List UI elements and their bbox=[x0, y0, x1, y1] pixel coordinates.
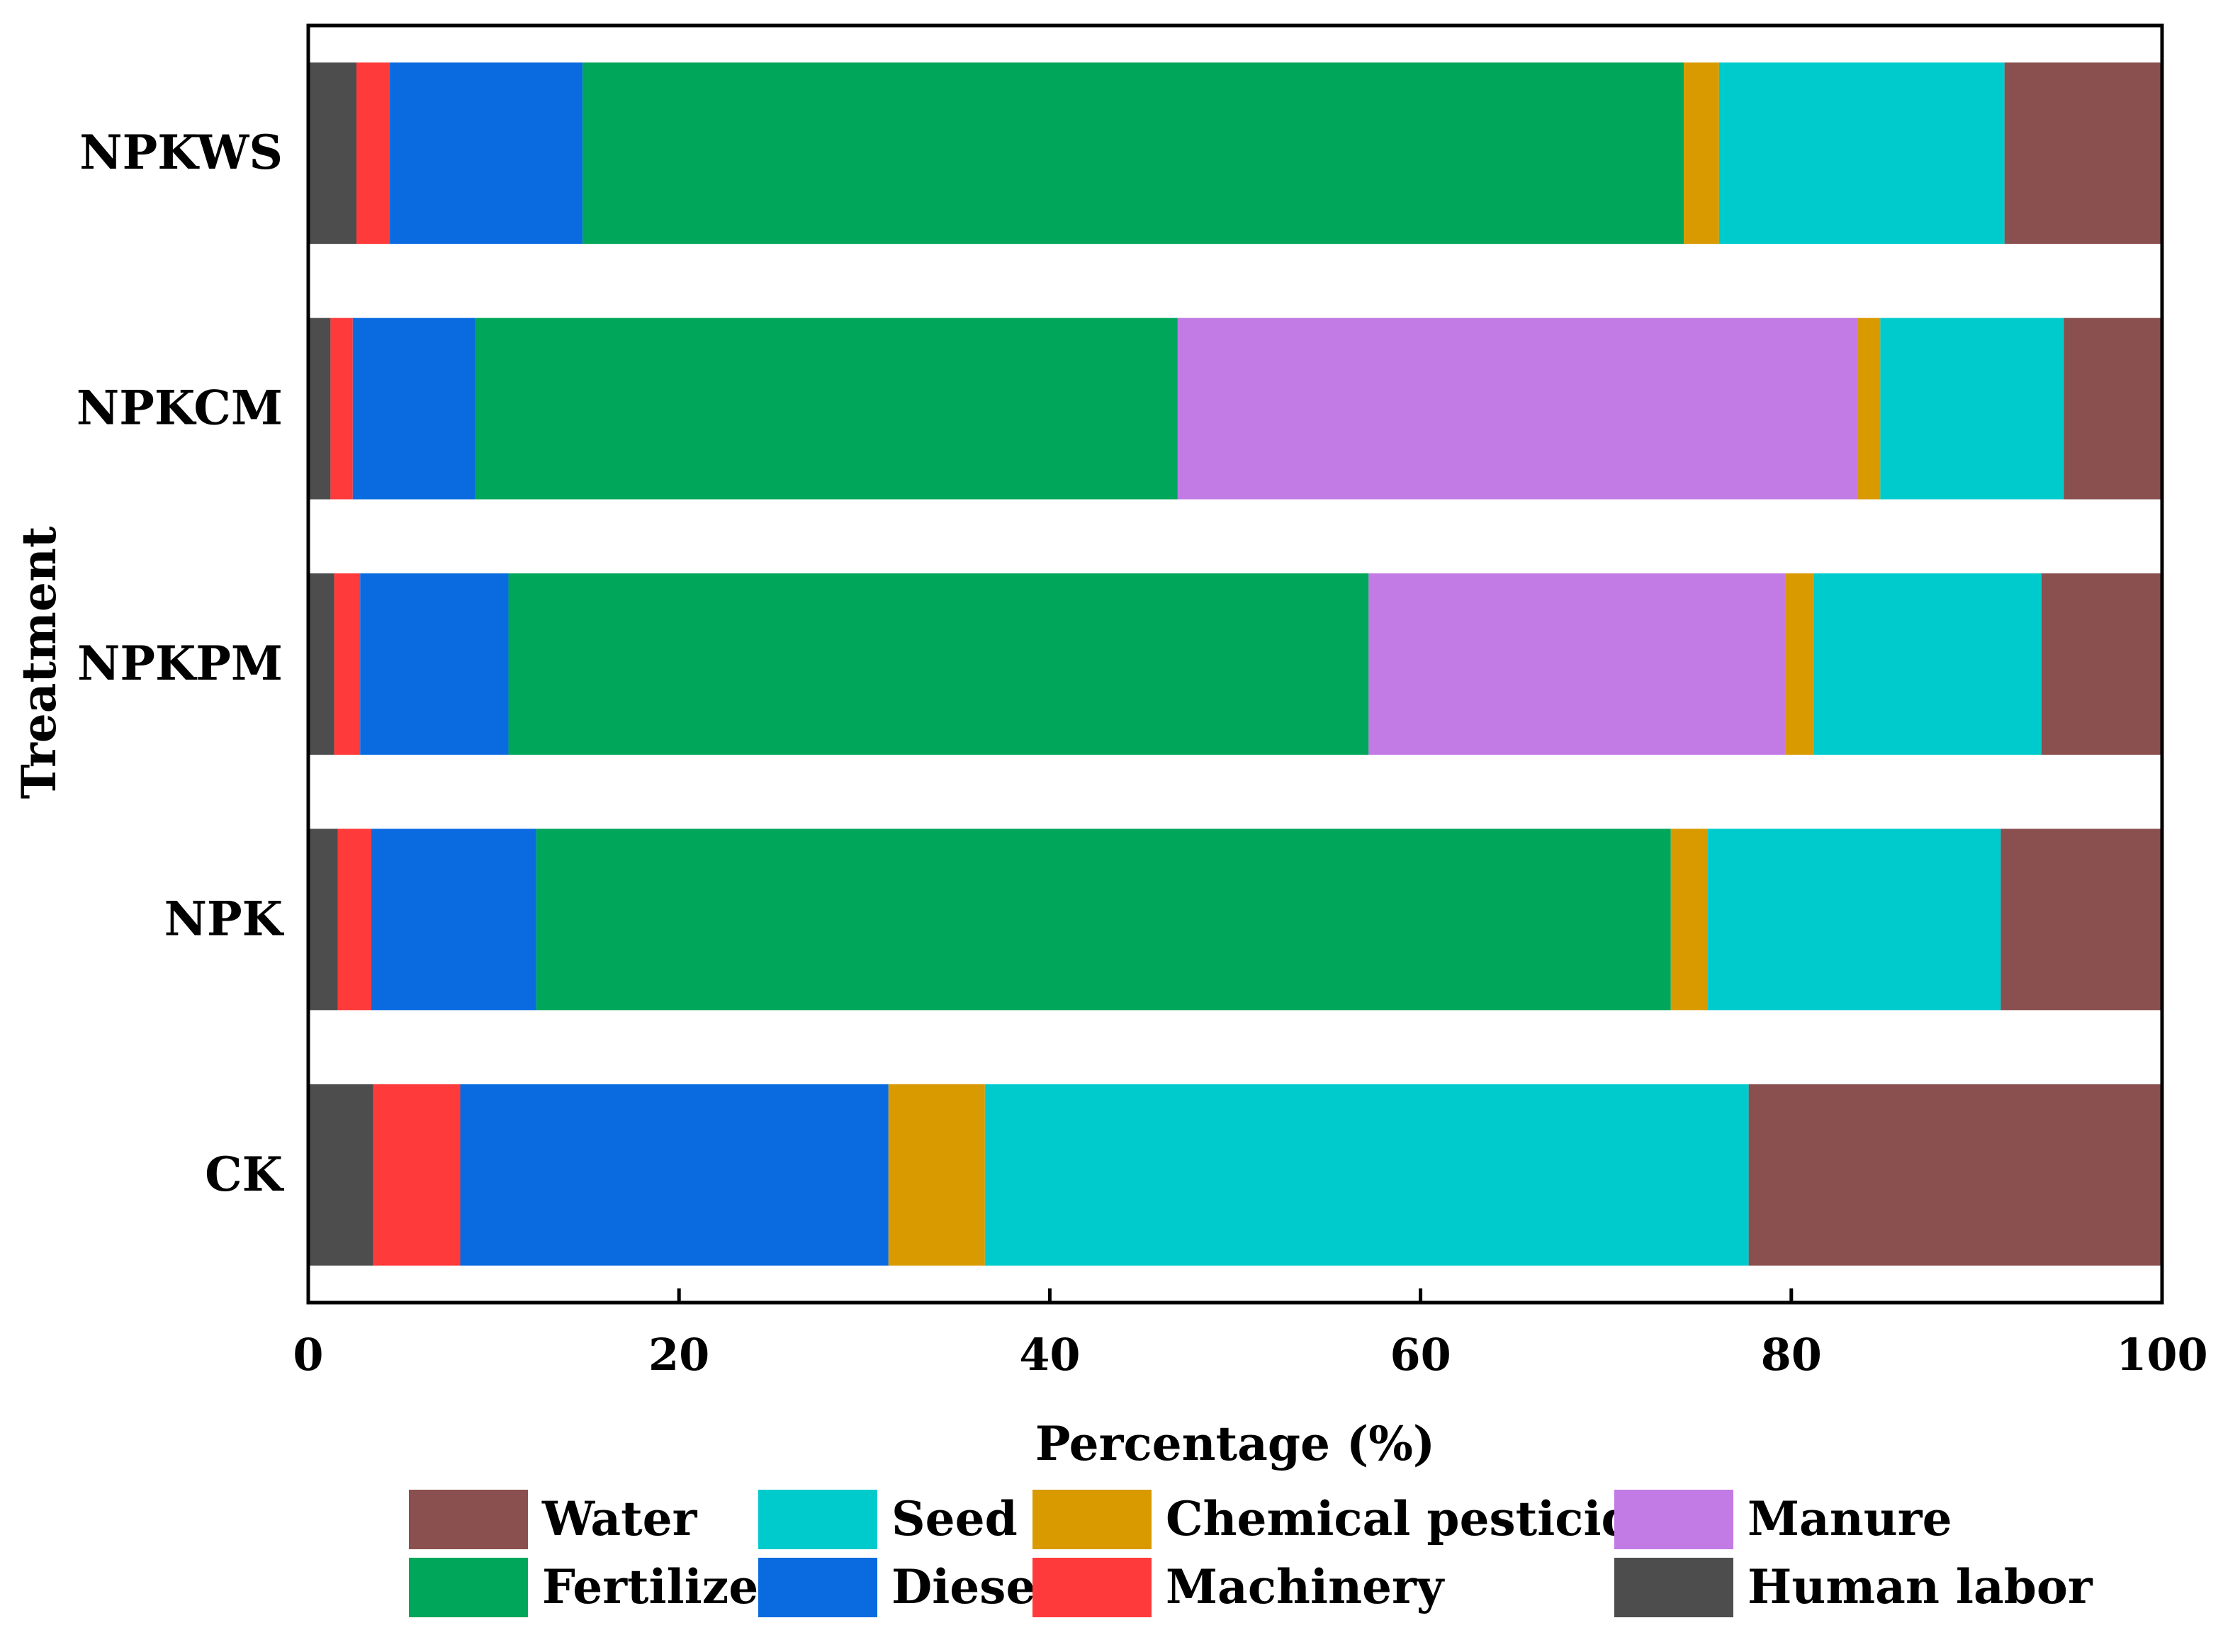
bar-ck-water bbox=[1748, 1084, 2162, 1266]
bar-npkcm-chemical-pesticides bbox=[1857, 318, 1881, 500]
bar-npk-chemical-pesticides bbox=[1670, 828, 1709, 1011]
bar-npkcm-machinery bbox=[330, 318, 353, 500]
bar-npkws-seed bbox=[1718, 62, 2005, 245]
bar-ck-machinery bbox=[373, 1084, 461, 1266]
legend-label-fertilizer: Fertilizer bbox=[542, 1559, 784, 1614]
y-tick-label-npkcm: NPKCM bbox=[77, 381, 283, 436]
bar-npk-diesel bbox=[371, 828, 536, 1011]
bar-npkcm-water bbox=[2064, 318, 2162, 500]
x-axis-ticks: 0 20 40 60 80 100 bbox=[293, 1288, 2208, 1381]
legend-swatch-manure bbox=[1614, 1490, 1733, 1549]
bar-npkpm-water bbox=[2041, 573, 2162, 755]
legend-swatch-diesel bbox=[758, 1558, 877, 1617]
bar-ck-human-labor bbox=[308, 1084, 373, 1266]
bar-ck-chemical-pesticides bbox=[888, 1084, 985, 1266]
bars-layer bbox=[308, 62, 2162, 1266]
bar-npkcm-fertilizer bbox=[475, 318, 1178, 500]
x-tick-label-20: 20 bbox=[648, 1329, 709, 1381]
legend-label-seed: Seed bbox=[891, 1491, 1018, 1546]
x-tick-label-100: 100 bbox=[2116, 1329, 2207, 1381]
legend-label-manure: Manure bbox=[1748, 1491, 1952, 1546]
y-axis-ticks: NPKWS NPKCM NPKPM NPK CK bbox=[77, 125, 285, 1202]
bar-npkws-human-labor bbox=[308, 62, 357, 245]
legend-label-human-labor: Human labor bbox=[1748, 1559, 2093, 1614]
bar-npkcm-human-labor bbox=[308, 318, 331, 500]
legend-swatch-chemical-pesticides bbox=[1032, 1490, 1152, 1549]
x-tick-label-40: 40 bbox=[1019, 1329, 1080, 1381]
x-axis-title: Percentage (%) bbox=[1035, 1416, 1435, 1471]
bar-npkws-water bbox=[2004, 62, 2162, 245]
bar-npkpm-human-labor bbox=[308, 573, 334, 755]
bar-ck-diesel bbox=[460, 1084, 889, 1266]
bar-npkpm-diesel bbox=[360, 573, 509, 755]
y-axis-title: Treatment bbox=[11, 526, 67, 799]
bar-npk-machinery bbox=[337, 828, 371, 1011]
x-tick-label-60: 60 bbox=[1390, 1329, 1451, 1381]
bar-ck-seed bbox=[984, 1084, 1749, 1266]
legend-label-water: Water bbox=[541, 1491, 698, 1546]
bar-npkpm-chemical-pesticides bbox=[1785, 573, 1814, 755]
bar-npkws-chemical-pesticides bbox=[1684, 62, 1719, 245]
bar-npk-fertilizer bbox=[536, 828, 1671, 1011]
bar-npkws-machinery bbox=[356, 62, 390, 245]
bar-npk-human-labor bbox=[308, 828, 338, 1011]
bar-npkcm-seed bbox=[1880, 318, 2064, 500]
bar-npkcm-diesel bbox=[352, 318, 475, 500]
legend-swatch-seed bbox=[758, 1490, 877, 1549]
legend-label-chemical-pesticides: Chemical pesticides bbox=[1166, 1491, 1690, 1546]
legend-label-machinery: Machinery bbox=[1166, 1559, 1445, 1614]
x-tick-label-80: 80 bbox=[1761, 1329, 1822, 1381]
legend-swatch-machinery bbox=[1032, 1558, 1152, 1617]
bar-npkpm-machinery bbox=[334, 573, 361, 755]
bar-npk-seed bbox=[1708, 828, 2001, 1011]
y-tick-label-npkws: NPKWS bbox=[79, 125, 283, 180]
bar-npkws-fertilizer bbox=[583, 62, 1684, 245]
y-tick-label-npk: NPK bbox=[164, 891, 285, 946]
bar-npkpm-manure bbox=[1368, 573, 1786, 755]
bar-npk-water bbox=[2000, 828, 2162, 1011]
bar-npkcm-manure bbox=[1177, 318, 1858, 500]
bar-npkpm-fertilizer bbox=[508, 573, 1369, 755]
plot-frame bbox=[306, 23, 2164, 1305]
y-tick-label-ck: CK bbox=[205, 1147, 285, 1202]
legend-swatch-human-labor bbox=[1614, 1558, 1733, 1617]
legend-label-diesel: Diesel bbox=[891, 1559, 1054, 1614]
legend-swatch-fertilizer bbox=[409, 1558, 528, 1617]
bar-npkws-diesel bbox=[390, 62, 583, 245]
legend: Water Seed Chemical pesticides Manure Fertil… bbox=[409, 1490, 2093, 1617]
x-tick-label-0: 0 bbox=[293, 1329, 323, 1381]
legend-swatch-water bbox=[409, 1490, 528, 1549]
y-tick-label-npkpm: NPKPM bbox=[77, 636, 283, 691]
bar-npkpm-seed bbox=[1813, 573, 2042, 755]
